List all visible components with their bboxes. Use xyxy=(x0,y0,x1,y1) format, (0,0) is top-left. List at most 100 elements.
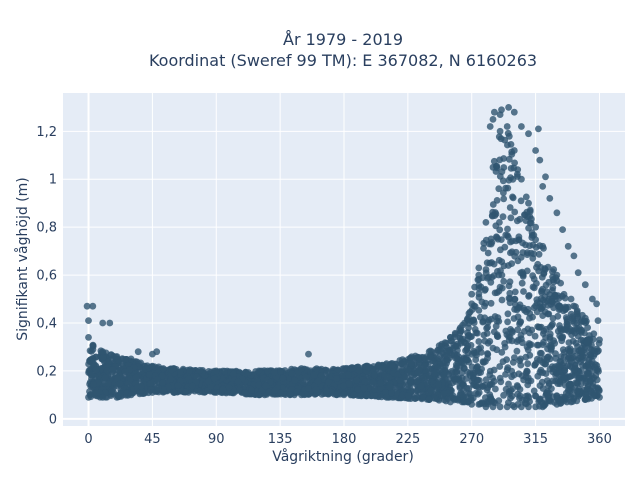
data-point xyxy=(518,175,525,183)
data-point xyxy=(511,159,518,167)
data-point xyxy=(529,254,537,262)
data-point xyxy=(494,314,502,321)
x-tick-label: 270 xyxy=(459,432,484,447)
data-point xyxy=(532,223,539,231)
data-point xyxy=(549,377,556,385)
data-point xyxy=(507,387,515,394)
data-point xyxy=(504,184,512,192)
data-point xyxy=(491,289,499,297)
x-tick-labels: 0 45 90 135 180 225 270 315 360 xyxy=(84,432,611,447)
data-point xyxy=(440,371,448,379)
data-point xyxy=(404,392,412,400)
data-point xyxy=(512,248,520,256)
data-point xyxy=(299,378,307,386)
data-point xyxy=(109,366,117,373)
data-point xyxy=(498,106,505,114)
data-point xyxy=(85,360,92,368)
data-point xyxy=(522,241,529,249)
data-point xyxy=(505,155,513,163)
data-point xyxy=(153,348,161,356)
data-point xyxy=(524,346,532,354)
data-point xyxy=(589,295,596,303)
data-point xyxy=(99,348,107,356)
data-point xyxy=(219,386,227,393)
data-point xyxy=(489,344,497,352)
data-point xyxy=(539,183,547,190)
x-tick-label: 180 xyxy=(332,432,357,447)
data-point xyxy=(420,394,427,401)
data-point xyxy=(542,173,549,181)
data-point xyxy=(146,371,153,378)
data-point xyxy=(506,295,514,303)
data-point xyxy=(504,318,511,326)
data-point xyxy=(503,123,511,130)
data-point xyxy=(525,130,532,138)
data-point xyxy=(468,300,476,308)
data-point xyxy=(121,368,129,375)
data-point xyxy=(505,380,512,388)
data-point xyxy=(518,123,525,130)
data-point xyxy=(505,333,512,340)
data-point xyxy=(470,319,478,327)
data-point xyxy=(511,208,519,216)
data-point xyxy=(448,369,456,377)
data-point xyxy=(83,302,91,310)
data-point xyxy=(371,371,378,379)
data-point xyxy=(565,339,573,346)
data-point xyxy=(524,360,532,368)
data-point xyxy=(578,347,585,355)
data-point xyxy=(573,307,581,315)
data-point xyxy=(361,378,369,386)
data-point xyxy=(482,219,490,226)
data-point xyxy=(500,189,507,197)
data-point xyxy=(530,284,538,292)
x-tick-label: 225 xyxy=(395,432,420,447)
data-point xyxy=(427,387,435,395)
data-point xyxy=(507,141,515,148)
data-point xyxy=(422,355,429,363)
data-point xyxy=(531,361,539,369)
data-point xyxy=(271,387,279,394)
data-point xyxy=(383,393,390,401)
data-point xyxy=(322,387,330,395)
data-point xyxy=(539,359,547,366)
data-point xyxy=(241,389,249,396)
data-point xyxy=(492,322,500,330)
data-point xyxy=(550,266,558,273)
data-point xyxy=(537,305,545,313)
data-point xyxy=(588,346,595,354)
data-point xyxy=(496,363,504,370)
y-tick-label: 0,4 xyxy=(36,316,57,331)
data-point xyxy=(182,388,189,395)
data-point xyxy=(106,319,114,327)
data-point xyxy=(596,393,603,401)
data-point xyxy=(107,351,115,359)
data-point xyxy=(518,403,525,411)
data-point xyxy=(501,340,508,347)
data-point xyxy=(529,241,537,249)
data-point xyxy=(558,292,566,300)
data-point xyxy=(534,260,542,268)
data-point xyxy=(255,391,263,399)
data-point xyxy=(489,201,497,208)
data-point xyxy=(108,388,116,395)
data-point xyxy=(513,217,521,225)
data-point xyxy=(350,391,358,399)
data-point xyxy=(279,374,287,382)
data-point xyxy=(85,334,92,341)
data-point xyxy=(388,389,395,397)
data-point xyxy=(507,214,515,222)
data-point xyxy=(546,330,554,338)
data-point xyxy=(566,347,574,355)
data-point xyxy=(475,271,483,279)
data-point xyxy=(471,325,479,333)
x-tick-label: 315 xyxy=(523,432,548,447)
data-point xyxy=(500,262,508,270)
data-point xyxy=(559,226,566,234)
data-point xyxy=(388,361,396,369)
data-point xyxy=(205,377,212,385)
data-point xyxy=(553,209,561,217)
data-point xyxy=(517,197,525,205)
data-point xyxy=(508,237,516,245)
y-tick-label: 0 xyxy=(49,412,57,427)
